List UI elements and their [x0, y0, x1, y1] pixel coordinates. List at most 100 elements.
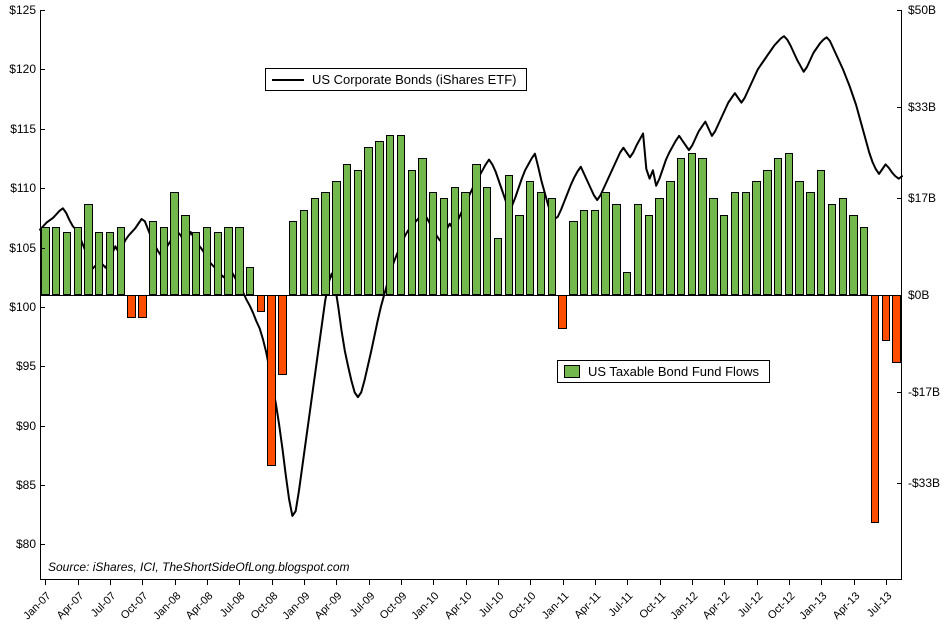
bar: [709, 198, 717, 295]
bar: [601, 192, 609, 295]
bar: [386, 135, 394, 295]
x-label: Jul-13: [865, 590, 895, 620]
y-left-label: $90: [0, 419, 36, 433]
bar: [483, 187, 491, 295]
y-right-label: -$17B: [908, 385, 944, 399]
y-left-label: $110: [0, 181, 36, 195]
legend-line-icon: [272, 79, 304, 81]
x-label: Oct-11: [637, 590, 668, 621]
bar: [84, 204, 92, 295]
bar: [645, 215, 653, 295]
y-left-tick: [40, 69, 45, 70]
bar: [364, 147, 372, 295]
y-left-label: $125: [0, 3, 36, 17]
y-left-tick: [40, 426, 45, 427]
x-label: Jul-07: [89, 590, 119, 620]
bar: [591, 210, 599, 296]
bar: [343, 164, 351, 295]
bar: [192, 232, 200, 295]
x-label: Jul-12: [735, 590, 765, 620]
x-tick: [142, 580, 143, 585]
y-left-tick: [40, 188, 45, 189]
x-label: Jan-11: [539, 590, 571, 622]
x-tick: [401, 580, 402, 585]
x-label: Jan-08: [151, 590, 183, 622]
y-right-tick: [897, 107, 902, 108]
x-label: Oct-10: [507, 590, 539, 622]
x-tick: [336, 580, 337, 585]
x-label: Apr-10: [442, 590, 474, 622]
x-label: Jan-07: [22, 590, 54, 622]
y-left-label: $85: [0, 478, 36, 492]
x-tick: [369, 580, 370, 585]
x-label: Apr-12: [701, 590, 733, 622]
x-label: Jul-11: [607, 590, 636, 619]
bar: [752, 181, 760, 295]
x-tick: [272, 580, 273, 585]
chart-container: $80$85$90$95$100$105$110$115$120$125 -$3…: [0, 0, 946, 637]
x-label: Jan-09: [280, 590, 312, 622]
y-right-label: $50B: [908, 3, 944, 17]
bar: [731, 192, 739, 295]
bar: [763, 170, 771, 295]
y-right-tick: [897, 483, 902, 484]
y-left-label: $100: [0, 300, 36, 314]
bar: [817, 170, 825, 295]
y-right-label: $17B: [908, 191, 944, 205]
x-tick: [886, 580, 887, 585]
line-series-path: [40, 36, 902, 516]
x-tick: [110, 580, 111, 585]
line-series-svg: [40, 10, 902, 580]
y-right-tick: [897, 392, 902, 393]
x-label: Jan-10: [409, 590, 441, 622]
bar: [418, 158, 426, 295]
x-tick: [563, 580, 564, 585]
x-tick: [304, 580, 305, 585]
bar: [41, 227, 49, 295]
bar: [289, 221, 297, 295]
bar: [408, 170, 416, 295]
bar: [849, 215, 857, 295]
bar: [160, 227, 168, 295]
y-left-tick: [40, 544, 45, 545]
bar: [677, 158, 685, 295]
bar: [569, 221, 577, 295]
bar: [332, 181, 340, 295]
x-tick: [498, 580, 499, 585]
bar: [181, 215, 189, 295]
bar: [537, 192, 545, 295]
bar: [214, 232, 222, 295]
x-label: Jan-13: [797, 590, 829, 622]
x-tick: [789, 580, 790, 585]
bar: [828, 204, 836, 295]
x-tick: [724, 580, 725, 585]
y-right-label: $0B: [908, 288, 944, 302]
x-label: Oct-07: [119, 590, 151, 622]
x-tick: [595, 580, 596, 585]
y-left-tick: [40, 10, 45, 11]
y-right-tick: [897, 295, 902, 296]
y-left-label: $95: [0, 359, 36, 373]
bar: [224, 227, 232, 295]
y-left-tick: [40, 129, 45, 130]
bar: [634, 204, 642, 295]
x-tick: [627, 580, 628, 585]
x-tick: [78, 580, 79, 585]
bar: [429, 192, 437, 295]
y-left-tick: [40, 366, 45, 367]
bar: [267, 295, 275, 466]
bar: [321, 192, 329, 295]
bar: [698, 158, 706, 295]
bar: [95, 232, 103, 295]
x-tick: [45, 580, 46, 585]
bar: [74, 227, 82, 295]
bar: [774, 158, 782, 295]
x-tick: [821, 580, 822, 585]
x-label: Apr-08: [184, 590, 216, 622]
y-right-tick: [897, 198, 902, 199]
bar: [526, 181, 534, 295]
bar: [806, 192, 814, 295]
legend-bars-label: US Taxable Bond Fund Flows: [588, 364, 759, 379]
x-label: Apr-13: [830, 590, 862, 622]
bar: [311, 198, 319, 295]
